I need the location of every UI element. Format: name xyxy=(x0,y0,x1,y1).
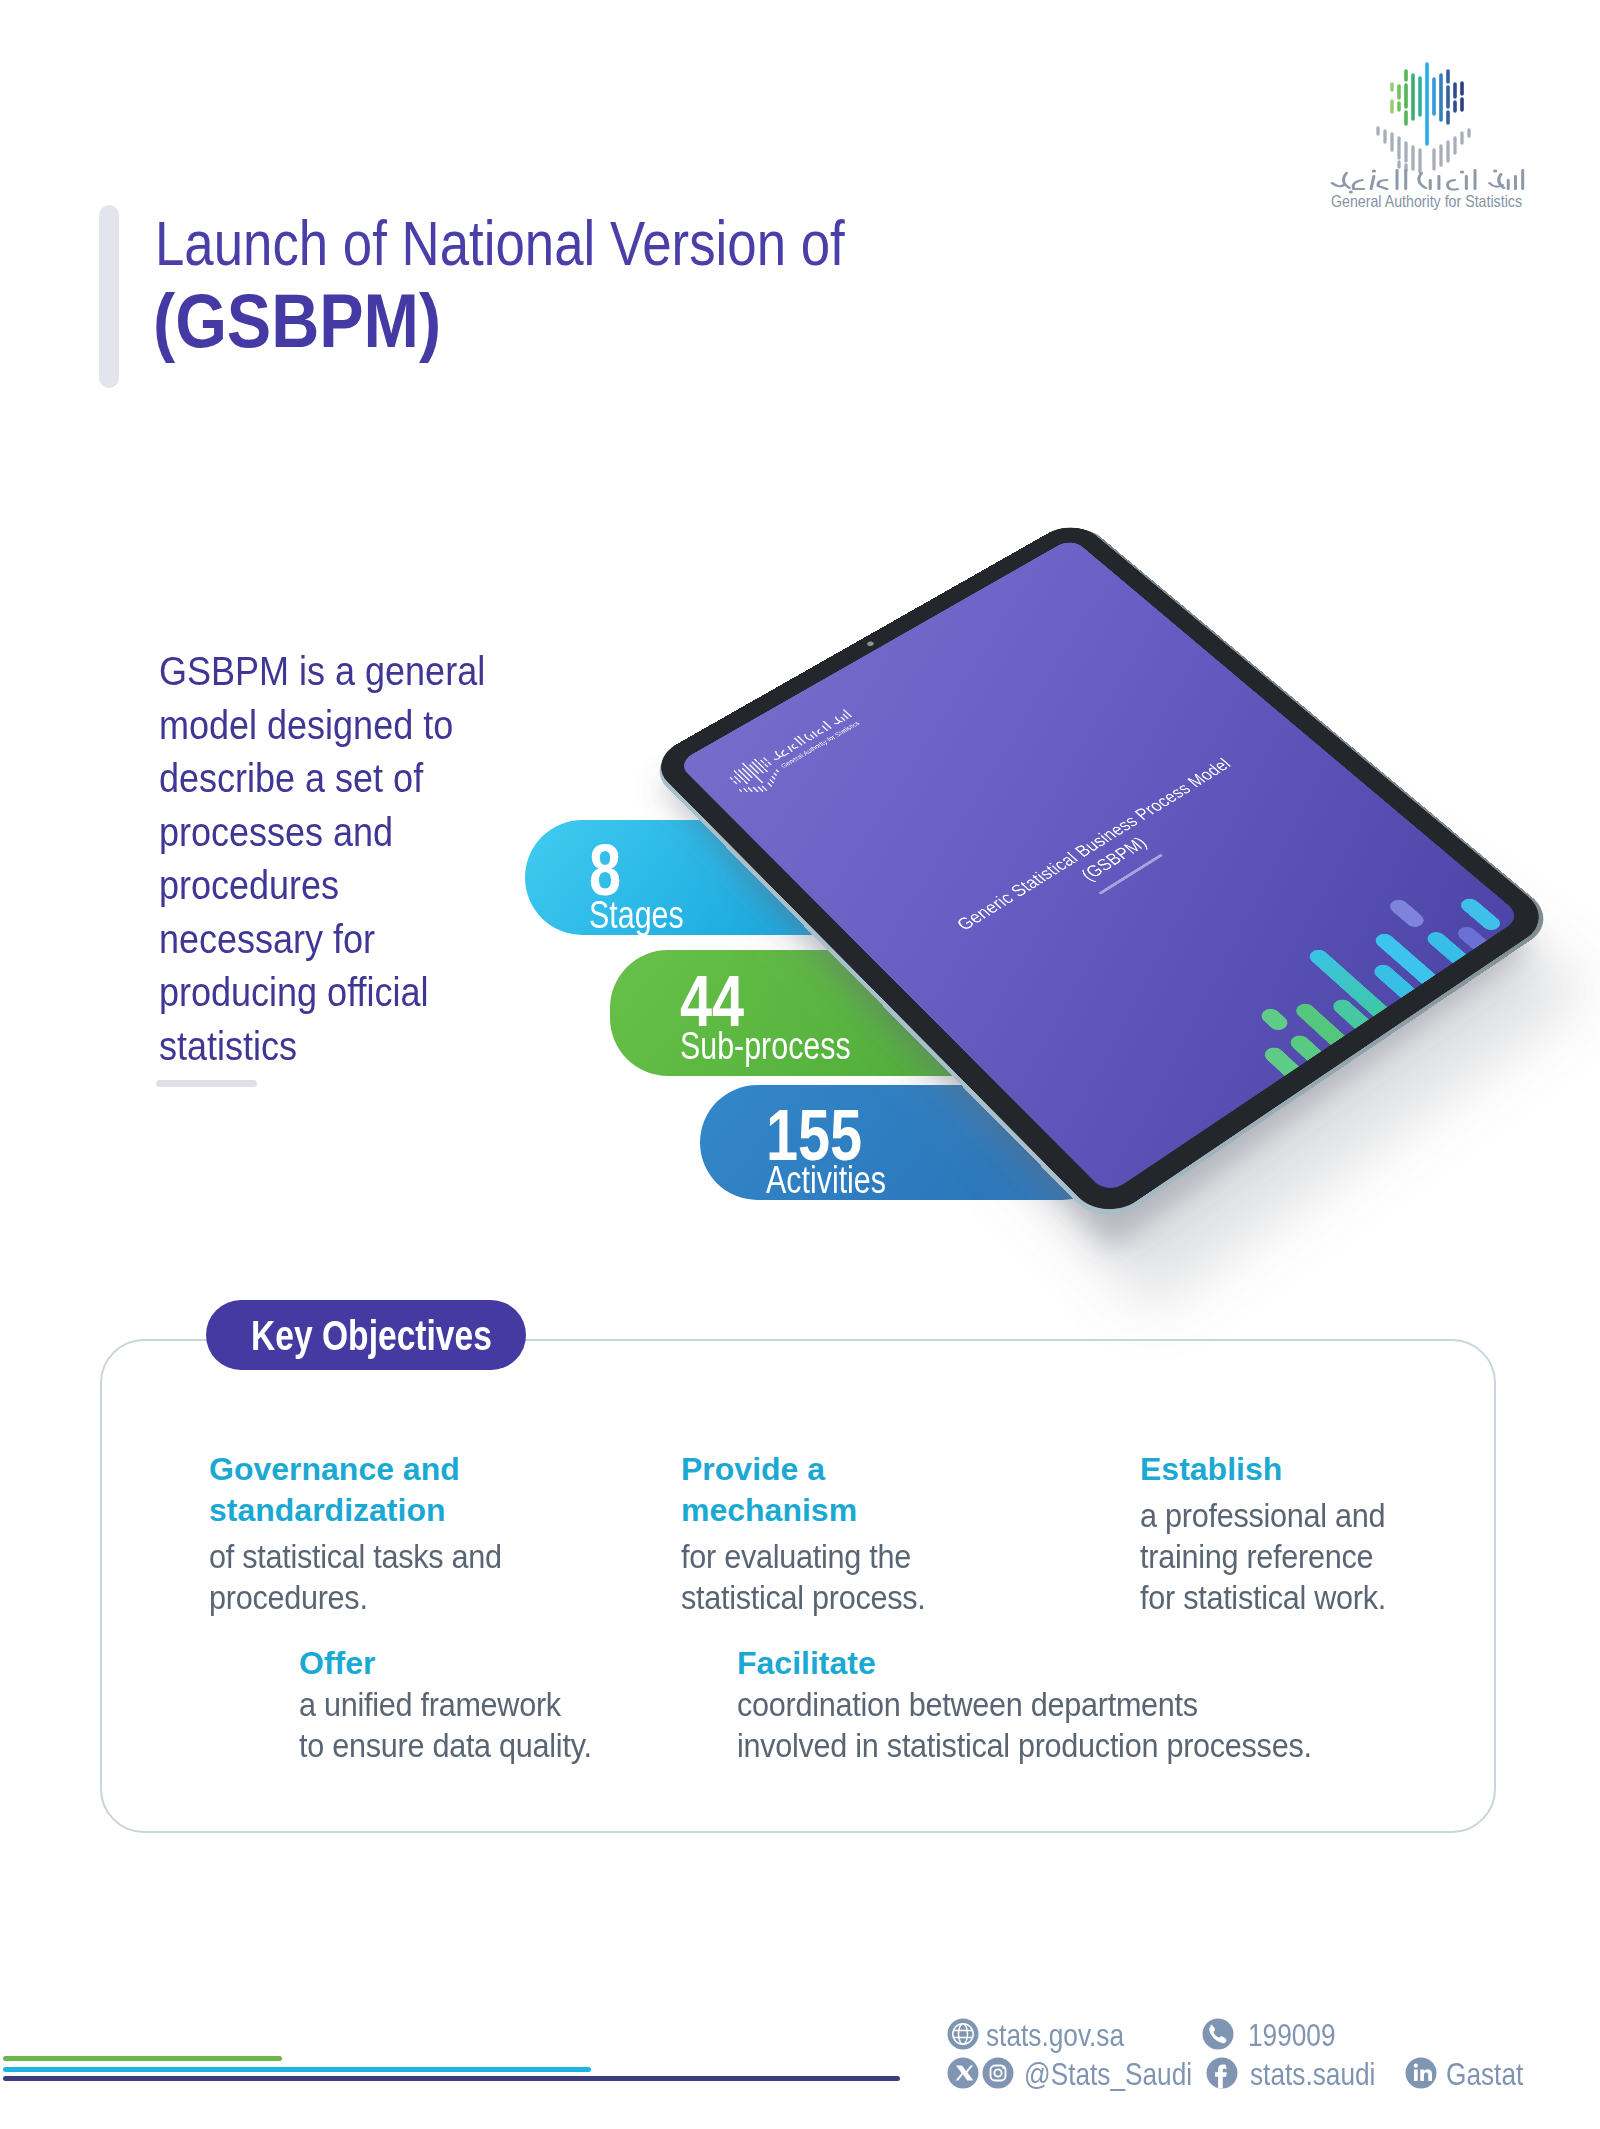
svg-text:General Authority for Statisti: General Authority for Statistics xyxy=(779,720,862,770)
